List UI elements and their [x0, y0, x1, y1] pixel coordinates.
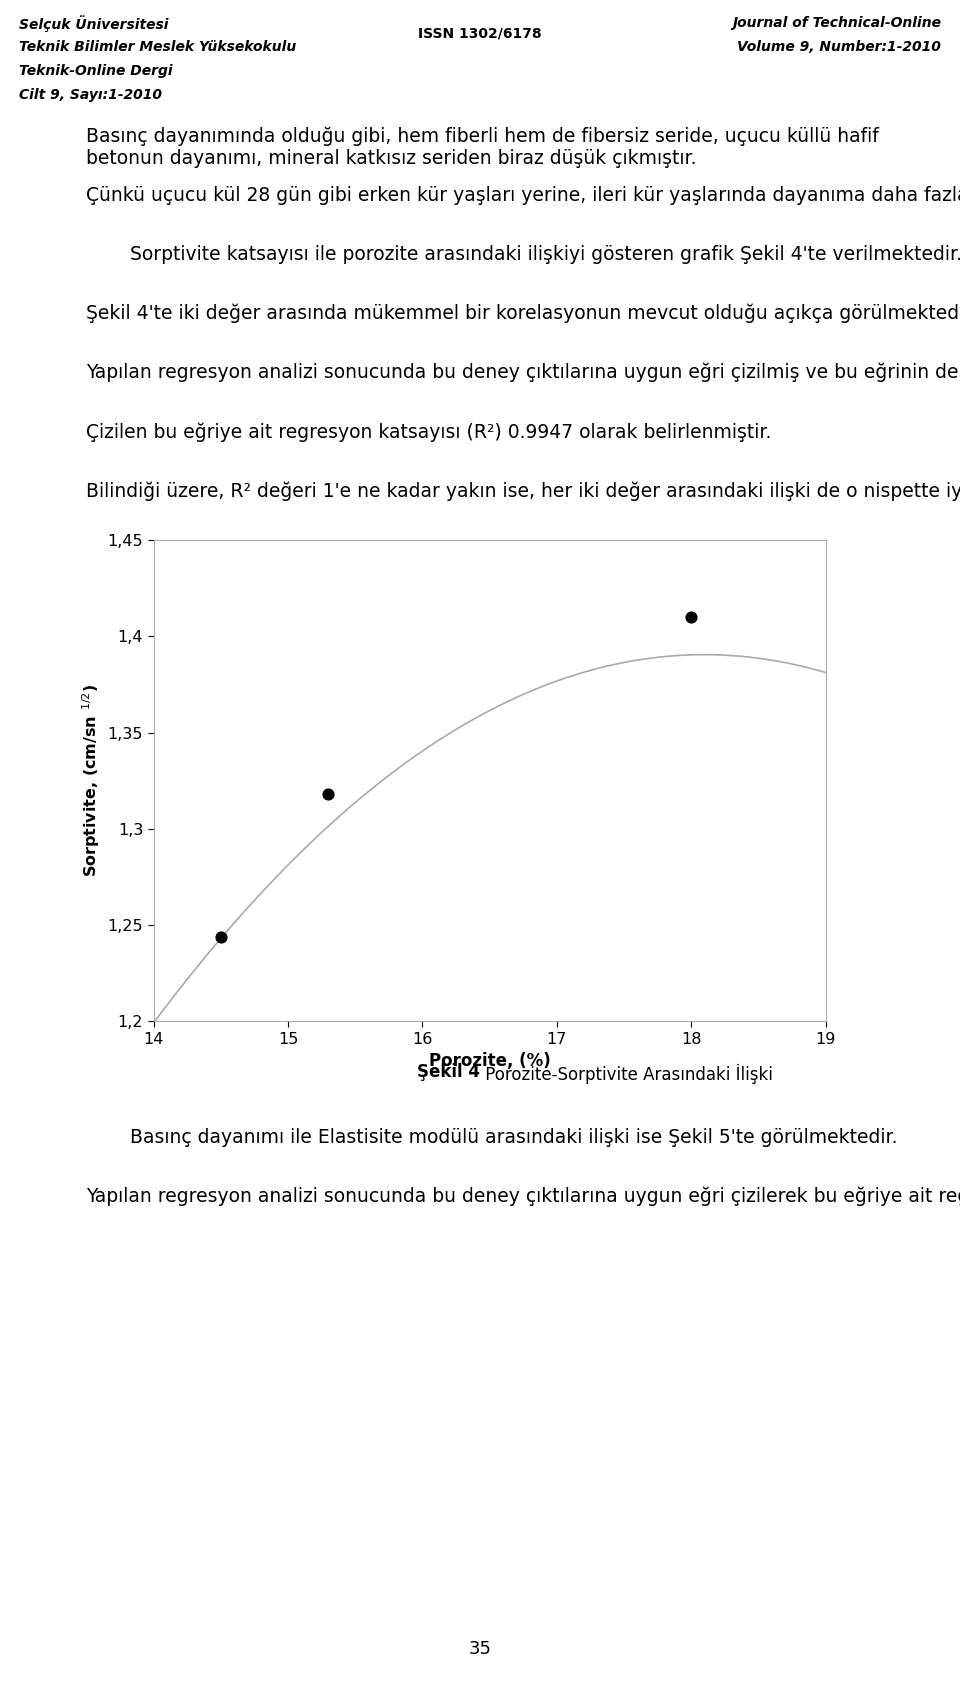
Text: Çünkü uçucu kül 28 gün gibi erken kür yaşları yerine, ileri kür yaşlarında dayan: Çünkü uçucu kül 28 gün gibi erken kür ya… [86, 186, 960, 204]
Text: Bilindiği üzere, R² değeri 1'e ne kadar yakın ise, her iki değer arasındaki iliş: Bilindiği üzere, R² değeri 1'e ne kadar … [86, 481, 960, 501]
Point [213, 923, 228, 950]
Point [321, 780, 336, 807]
Text: Yapılan regresyon analizi sonucunda bu deney çıktılarına uygun eğri çizilmiş ve : Yapılan regresyon analizi sonucunda bu d… [86, 363, 960, 383]
Text: Basınç dayanımında olduğu gibi, hem fiberli hem de fibersiz seride, uçucu küllü : Basınç dayanımında olduğu gibi, hem fibe… [86, 127, 879, 169]
Text: Sorptivite katsayısı ile porozite arasındaki ilişkiyi gösteren grafik Şekil 4'te: Sorptivite katsayısı ile porozite arasın… [130, 245, 960, 263]
Text: Cilt 9, Sayı:1-2010: Cilt 9, Sayı:1-2010 [19, 88, 162, 101]
Text: Journal of Technical-Online: Journal of Technical-Online [732, 15, 941, 30]
Text: 35: 35 [468, 1639, 492, 1658]
Text: Şekil 4'te iki değer arasında mükemmel bir korelasyonun mevcut olduğu açıkça gör: Şekil 4'te iki değer arasında mükemmel b… [86, 304, 960, 324]
Text: Şekil 4: Şekil 4 [417, 1063, 480, 1082]
Text: Teknik Bilimler Meslek Yüksekokulu: Teknik Bilimler Meslek Yüksekokulu [19, 41, 297, 54]
Text: Çizilen bu eğriye ait regresyon katsayısı (R²) 0.9947 olarak belirlenmiştir.: Çizilen bu eğriye ait regresyon katsayıs… [86, 422, 772, 442]
Y-axis label: Sorptivite, (cm/sn $^{1/2}$): Sorptivite, (cm/sn $^{1/2}$) [81, 684, 102, 878]
Text: Volume 9, Number:1-2010: Volume 9, Number:1-2010 [737, 41, 941, 54]
Text: Teknik-Online Dergi: Teknik-Online Dergi [19, 64, 173, 78]
Text: Porozite-Sorptivite Arasındaki İlişki: Porozite-Sorptivite Arasındaki İlişki [480, 1063, 773, 1084]
Text: ISSN 1302/6178: ISSN 1302/6178 [419, 25, 541, 41]
Point [684, 604, 699, 631]
Text: Basınç dayanımı ile Elastisite modülü arasındaki ilişki ise Şekil 5'te görülmekt: Basınç dayanımı ile Elastisite modülü ar… [130, 1128, 897, 1146]
X-axis label: Porozite, (%): Porozite, (%) [429, 1052, 550, 1070]
Text: Selçuk Üniversitesi: Selçuk Üniversitesi [19, 15, 169, 32]
Text: Yapılan regresyon analizi sonucunda bu deney çıktılarına uygun eğri çizilerek bu: Yapılan regresyon analizi sonucunda bu d… [86, 1187, 960, 1207]
